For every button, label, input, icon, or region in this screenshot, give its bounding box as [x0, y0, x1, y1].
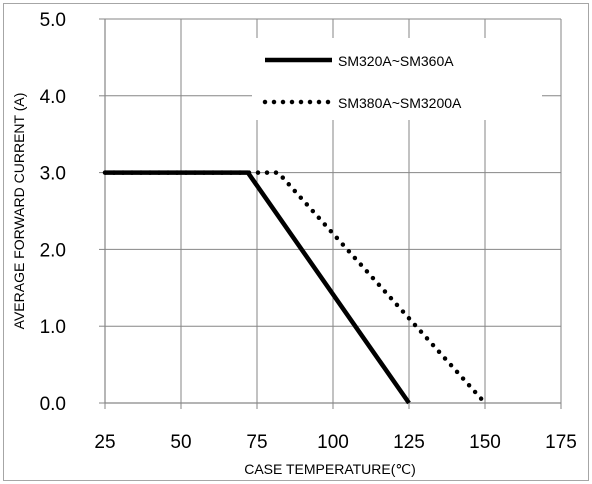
legend-label-series-2: SM380A~SM3200A [338, 95, 462, 111]
y-tick-label: 5.0 [40, 10, 66, 31]
y-tick-label: 4.0 [40, 87, 66, 108]
legend: SM320A~SM360A SM380A~SM3200A [252, 38, 542, 120]
x-axis-title: CASE TEMPERATURE(℃) [244, 461, 416, 477]
x-tick-label: 150 [469, 432, 501, 453]
series-line-2 [102, 170, 488, 406]
y-tick-label: 0.0 [40, 394, 66, 415]
legend-background [252, 38, 542, 120]
x-tick-labels: 25 50 75 100 125 150 175 [94, 432, 576, 453]
x-tick-label: 75 [246, 432, 267, 453]
x-tick-label: 175 [545, 432, 577, 453]
y-axis-title: AVERAGE FORWARD CURRENT (A) [11, 93, 27, 330]
x-tick-label: 50 [170, 432, 191, 453]
axes [104, 19, 561, 404]
y-tick-labels: 0.0 1.0 2.0 3.0 4.0 5.0 [40, 10, 66, 415]
series-lines [102, 170, 488, 406]
y-tick-label: 2.0 [40, 240, 66, 261]
y-tick-label: 3.0 [40, 164, 66, 185]
x-tick-label: 25 [94, 432, 115, 453]
x-tick-label: 125 [393, 432, 425, 453]
y-tick-label: 1.0 [40, 317, 66, 338]
x-tick-label: 100 [317, 432, 349, 453]
legend-label-series-1: SM320A~SM360A [338, 53, 454, 69]
